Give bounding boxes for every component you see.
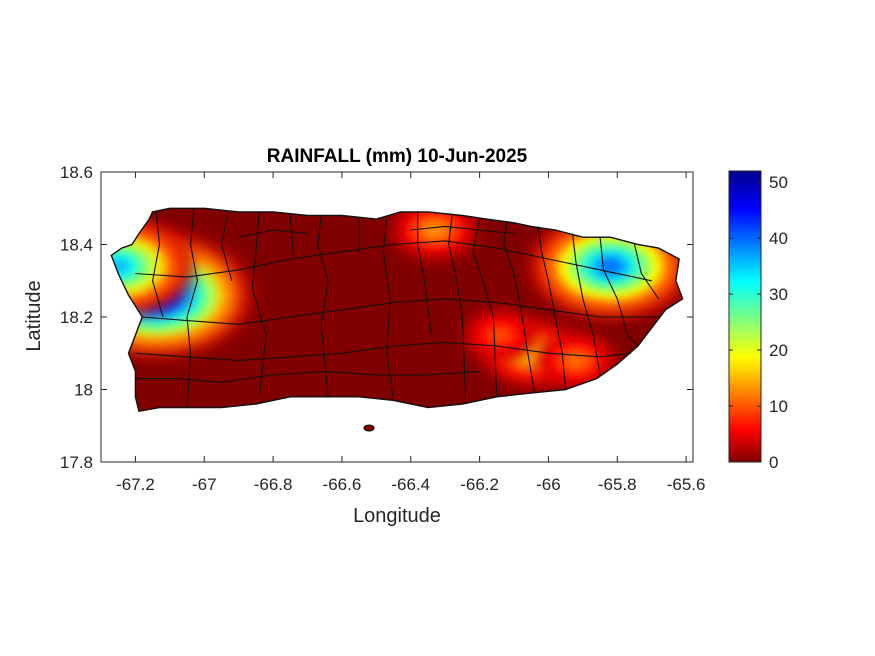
x-tick-label: -66.6 xyxy=(323,475,362,494)
municipality-boundary xyxy=(472,218,498,397)
municipality-boundary xyxy=(448,215,467,405)
y-tick-label: 17.8 xyxy=(60,453,93,472)
colorbar-tick-label: 20 xyxy=(769,341,788,360)
colorbar-tick-label: 0 xyxy=(769,453,778,472)
x-tick-label: -67 xyxy=(192,475,217,494)
y-tick-label: 18.2 xyxy=(60,308,93,327)
rain-hotspot xyxy=(465,313,535,357)
islet xyxy=(363,424,375,432)
municipality-boundary xyxy=(289,215,295,260)
x-tick-label: -65.6 xyxy=(667,475,706,494)
municipality-boundary xyxy=(135,370,480,383)
municipality-boundary xyxy=(571,233,601,376)
municipality-boundary xyxy=(503,222,536,394)
rain-hotspot xyxy=(529,215,683,318)
y-tick-label: 18 xyxy=(74,381,93,400)
rainfall-field xyxy=(111,208,683,412)
municipality-boundary xyxy=(186,208,198,408)
colorbar-tick-label: 10 xyxy=(769,397,788,416)
municipality-boundary xyxy=(410,225,515,235)
colorbar: 0 10 20 30 40 50 xyxy=(728,170,788,472)
rainfall-hotspots xyxy=(111,208,683,385)
rain-contour-band xyxy=(495,331,506,339)
municipality-boundary xyxy=(238,229,308,238)
municipality-boundary xyxy=(135,341,632,362)
colorbar-gradient xyxy=(728,170,762,463)
municipality-boundary xyxy=(152,211,164,318)
colorbar-tick-label: 50 xyxy=(769,173,788,192)
x-tick-label: -67.2 xyxy=(116,475,155,494)
x-tick-label: -66.2 xyxy=(460,475,499,494)
municipality-boundary xyxy=(599,237,639,347)
plot-area xyxy=(100,171,694,463)
municipality-boundaries xyxy=(135,208,660,408)
colorbar-ticks: 0 10 20 30 40 50 xyxy=(729,173,788,472)
municipality-boundary xyxy=(251,211,267,397)
chart-title: RAINFALL (mm) 10-Jun-2025 xyxy=(267,146,528,167)
x-tick-label: -66.8 xyxy=(254,475,293,494)
x-axis: -67.2 -67 -66.8 -66.6 -66.4 -66.2 -66 -65.8 -65.… xyxy=(116,172,705,494)
x-tick-label: -66.4 xyxy=(391,475,430,494)
municipality-boundary xyxy=(382,219,395,401)
municipality-boundary xyxy=(417,211,432,336)
rain-contour-band xyxy=(598,258,623,274)
y-tick-label: 18.6 xyxy=(60,163,93,182)
colorbar-tick-label: 40 xyxy=(769,229,788,248)
municipality-boundary xyxy=(317,215,329,397)
y-axis: 17.8 18 18.2 18.4 18.6 xyxy=(60,163,693,472)
x-axis-label: Longitude xyxy=(353,505,441,527)
coastline xyxy=(110,207,684,413)
x-tick-label: -66 xyxy=(536,475,561,494)
municipality-boundary xyxy=(220,211,233,281)
y-axis-label: Latitude xyxy=(23,280,45,351)
rain-contour-band xyxy=(570,357,582,364)
rain-hotspot xyxy=(538,336,614,385)
municipality-boundary xyxy=(142,298,659,325)
x-tick-label: -65.8 xyxy=(598,475,637,494)
y-tick-label: 18.4 xyxy=(60,236,93,255)
municipality-boundary xyxy=(135,240,652,282)
colorbar-tick-label: 30 xyxy=(769,285,788,304)
municipality-boundary xyxy=(537,226,567,390)
municipality-boundary xyxy=(633,244,660,300)
